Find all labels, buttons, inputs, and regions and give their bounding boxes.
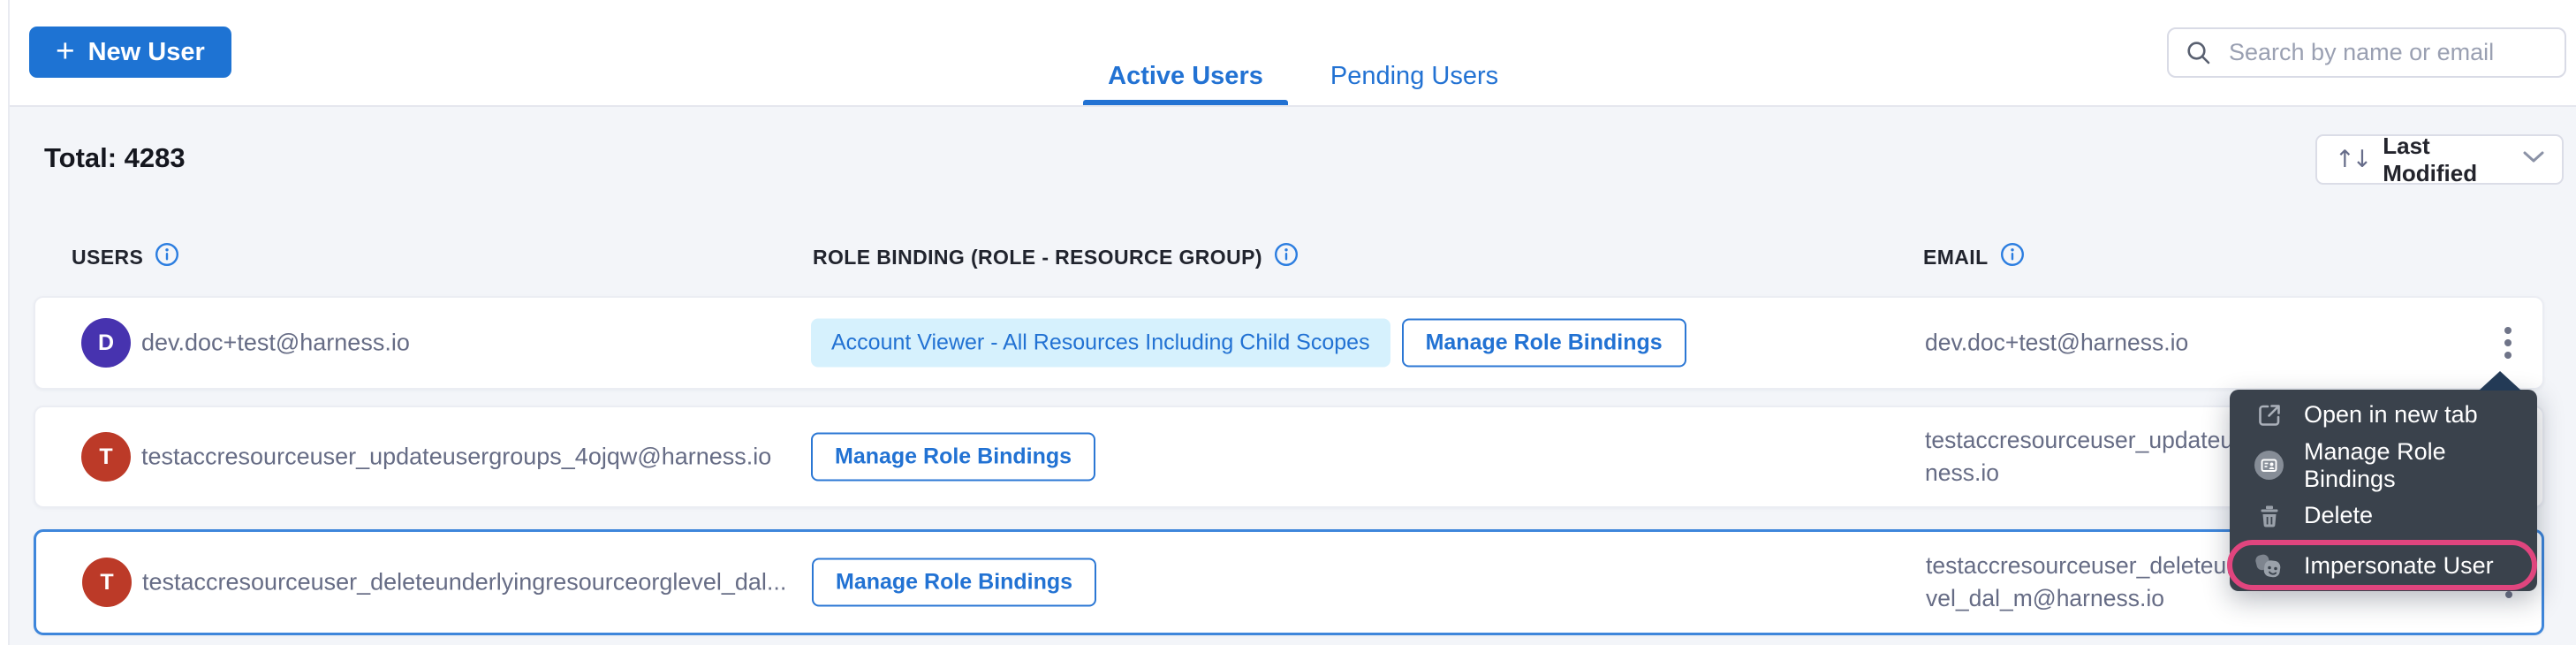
masks-icon	[2253, 550, 2285, 582]
context-menu-caret	[2479, 371, 2521, 391]
role-binding-header-label: ROLE BINDING (ROLE - RESOURCE GROUP)	[813, 245, 1262, 269]
menu-item-label: Open in new tab	[2304, 401, 2478, 428]
external-link-icon	[2253, 398, 2285, 431]
menu-item-label: Delete	[2304, 502, 2374, 528]
chevron-down-icon	[2523, 151, 2544, 168]
info-icon[interactable]	[1273, 241, 1299, 273]
tab-pending-users[interactable]: Pending Users	[1309, 47, 1519, 105]
manage-role-bindings-button[interactable]: Manage Role Bindings	[1401, 318, 1686, 368]
menu-item-delete[interactable]: Delete	[2230, 490, 2537, 541]
active-tab-underline	[1083, 100, 1288, 105]
info-icon[interactable]	[154, 241, 180, 273]
avatar: D	[81, 318, 131, 368]
menu-item-manage-role-bindings[interactable]: Manage Role Bindings	[2230, 437, 2537, 492]
sort-dropdown[interactable]: ↑↓ Last Modified	[2315, 132, 2564, 186]
user-name[interactable]: dev.doc+test@harness.io	[141, 329, 410, 356]
sort-label: Last Modified	[2383, 132, 2478, 186]
tab-active-users[interactable]: Active Users	[1083, 47, 1288, 105]
user-name[interactable]: testaccresourceuser_deleteunderlyingreso…	[142, 568, 787, 596]
tab-pending-users-label: Pending Users	[1330, 61, 1499, 90]
column-header-role-binding: ROLE BINDING (ROLE - RESOURCE GROUP)	[813, 241, 1299, 273]
avatar: T	[82, 558, 132, 607]
search-icon	[2185, 39, 2213, 67]
manage-role-bindings-button[interactable]: Manage Role Bindings	[811, 432, 1096, 482]
role-binding-cell: Manage Role Bindings	[811, 432, 1096, 482]
top-toolbar: + New User Active Users Pending Users	[0, 0, 2576, 107]
info-icon[interactable]	[1999, 241, 2026, 273]
sort-arrows-icon: ↑↓	[2335, 146, 2372, 173]
role-binding-cell: Manage Role Bindings	[812, 558, 1097, 607]
menu-item-label: Impersonate User	[2304, 552, 2494, 579]
kebab-dot	[2505, 591, 2512, 598]
kebab-dot	[2504, 339, 2512, 346]
collapsed-nav-edge	[0, 0, 10, 645]
table-row-selected[interactable]: T testaccresourceuser_deleteunderlyingre…	[34, 529, 2544, 635]
menu-item-label: Manage Role Bindings	[2304, 437, 2446, 492]
role-binding-cell: Account Viewer - All Resources Including…	[811, 318, 1686, 368]
menu-item-open-in-new-tab[interactable]: Open in new tab	[2230, 390, 2537, 440]
column-header-email: EMAIL	[1923, 241, 2026, 273]
row-menu-button[interactable]	[2490, 321, 2526, 365]
new-user-button[interactable]: + New User	[29, 27, 231, 78]
users-header-label: USERS	[72, 245, 144, 269]
role-binding-badge: Account Viewer - All Resources Including…	[811, 318, 1390, 368]
row-context-menu: Open in new tab Manage Role Bindings	[2227, 390, 2537, 591]
search-box[interactable]	[2167, 27, 2566, 78]
menu-item-impersonate-user[interactable]: Impersonate User	[2227, 540, 2537, 591]
active-users-panel: Total: 4283 ↑↓ Last Modified USERS R	[0, 107, 2576, 645]
role-bindings-icon	[2253, 449, 2285, 482]
table-row[interactable]: D dev.doc+test@harness.io Account Viewer…	[34, 296, 2544, 390]
trash-icon	[2253, 499, 2285, 532]
column-header-users: USERS	[72, 241, 180, 273]
new-user-label: New User	[87, 37, 205, 66]
tab-active-users-label: Active Users	[1108, 61, 1263, 90]
user-name[interactable]: testaccresourceuser_updateusergroups_4oj…	[141, 443, 772, 470]
search-input[interactable]	[2227, 38, 2549, 67]
table-row[interactable]: T testaccresourceuser_updateusergroups_4…	[34, 406, 2544, 508]
kebab-dot	[2504, 327, 2512, 334]
avatar: T	[81, 432, 131, 482]
email-header-label: EMAIL	[1923, 245, 1989, 269]
total-count: Total: 4283	[44, 142, 186, 173]
email-cell: dev.doc+test@harness.io	[1925, 329, 2189, 356]
kebab-dot	[2504, 352, 2512, 359]
plus-icon: +	[56, 32, 75, 69]
manage-role-bindings-button[interactable]: Manage Role Bindings	[812, 558, 1097, 607]
